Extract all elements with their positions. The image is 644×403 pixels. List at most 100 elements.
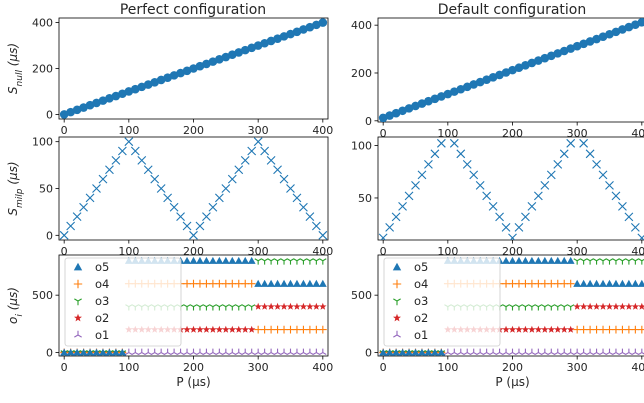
data-point-o2: [247, 325, 256, 333]
data-point-o2: [312, 302, 321, 310]
data-point-o3: [267, 258, 275, 265]
data-point: [189, 64, 198, 73]
data-point: [215, 55, 224, 64]
data-point: [398, 201, 407, 211]
y-axis-label: Snull (μs): [6, 43, 25, 94]
data-point-o5: [260, 279, 269, 287]
data-point-o1: [599, 348, 607, 355]
data-point-o3: [235, 304, 243, 311]
data-point-o1: [235, 348, 243, 355]
legend-label: o3: [95, 294, 109, 308]
data-point: [598, 170, 608, 180]
data-point: [169, 71, 179, 80]
x-tick-label: 100: [437, 361, 458, 374]
x-tick-label: 400: [312, 361, 333, 374]
data-point: [598, 32, 608, 41]
data-point: [299, 202, 308, 212]
legend-label: o4: [414, 277, 428, 291]
x-tick-label: 0: [380, 245, 387, 258]
data-point: [469, 80, 479, 89]
data-point: [305, 212, 315, 221]
data-point-o3: [299, 258, 308, 265]
data-point: [411, 101, 420, 111]
data-point: [279, 174, 289, 184]
data-point-o1: [502, 348, 510, 355]
data-point-o1: [209, 348, 217, 355]
data-point-o2: [547, 325, 556, 333]
data-point-o5: [631, 279, 640, 287]
data-point: [618, 25, 627, 34]
x-tick-label: 100: [118, 361, 139, 374]
data-point-o1: [202, 348, 211, 355]
data-point: [169, 202, 179, 212]
data-point-o1: [241, 348, 249, 355]
data-point-o5: [118, 348, 127, 356]
data-point: [605, 29, 614, 39]
data-point-o2: [586, 302, 594, 310]
x-tick-label: 200: [502, 245, 523, 258]
legend-marker: [393, 330, 401, 338]
data-point-o3: [586, 258, 594, 265]
data-point-o3: [196, 304, 204, 311]
data-point-o1: [567, 348, 575, 355]
data-point: [143, 80, 153, 89]
data-point-o3: [222, 304, 230, 311]
data-point: [156, 75, 166, 85]
panel-oi-default: 0 100 200 300 400 0 500 P (μs) o5 o4 o3 o2 o1: [351, 254, 644, 389]
data-point-o5: [534, 256, 543, 264]
data-point-o3: [534, 304, 543, 311]
data-point: [579, 138, 589, 148]
data-point-o5: [540, 256, 549, 264]
data-point: [247, 146, 257, 156]
data-point-o5: [196, 256, 204, 264]
data-point: [260, 38, 269, 48]
data-point: [176, 212, 185, 221]
data-point: [59, 110, 69, 119]
y-axis-label: oi (μs): [6, 287, 25, 324]
data-point-o5: [241, 256, 250, 264]
data-point: [592, 159, 601, 169]
data-point-o5: [599, 279, 607, 287]
data-point-o3: [599, 258, 607, 265]
data-point-o3: [306, 258, 314, 265]
data-point: [66, 221, 76, 231]
data-point: [273, 165, 282, 175]
data-point: [533, 191, 543, 201]
data-point: [208, 57, 218, 66]
data-point-o1: [592, 348, 601, 355]
data-point-o2: [592, 302, 601, 310]
data-point: [424, 96, 433, 106]
panel-oi-perfect: 0 100 200 300 400 0 500 oi (μs) P (μs) o5 o4 o3 o2 o1: [6, 254, 333, 389]
data-point-o1: [151, 348, 159, 355]
data-point: [124, 87, 134, 96]
data-point: [130, 146, 140, 156]
data-point-o2: [254, 302, 262, 310]
data-point-o2: [605, 302, 614, 310]
data-point: [534, 56, 543, 65]
data-point-o4: [247, 279, 256, 288]
data-point-o1: [489, 348, 497, 355]
legend-marker: [73, 262, 83, 271]
data-point-o1: [138, 348, 146, 355]
data-point-o5: [612, 279, 620, 287]
data-point: [111, 156, 121, 165]
data-point-o3: [638, 258, 644, 265]
data-point-o4: [637, 325, 644, 334]
data-point-o1: [476, 348, 484, 355]
data-point-o2: [189, 325, 198, 333]
panel-smilp-perfect: 0 100 200 300 400 0 50 100 Smilp (μs): [6, 136, 333, 258]
data-point-o2: [260, 302, 269, 310]
data-point-o3: [605, 258, 614, 265]
data-point-o2: [319, 302, 327, 310]
y-tick-label: 500: [351, 289, 372, 302]
data-point-o5: [573, 279, 582, 287]
data-point-o1: [495, 348, 504, 355]
data-point: [514, 63, 524, 73]
data-point: [227, 50, 237, 60]
x-tick-label: 300: [567, 127, 588, 140]
data-point-o5: [579, 279, 588, 287]
data-point: [137, 82, 147, 92]
data-point: [437, 92, 446, 101]
data-point-o1: [547, 348, 555, 355]
y-tick-label: 0: [46, 347, 53, 360]
